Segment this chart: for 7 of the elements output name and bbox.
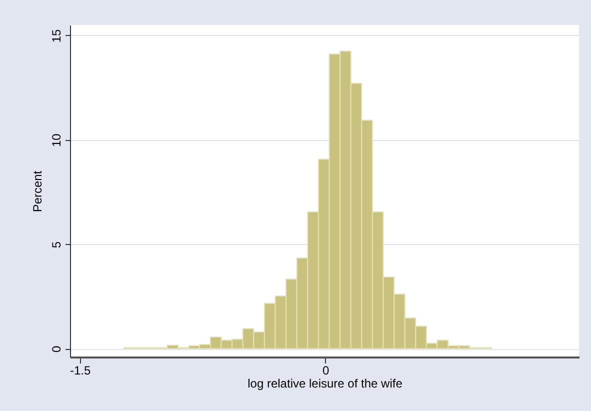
y-tick-label: 5	[50, 241, 64, 248]
y-tick-label: 15	[50, 28, 64, 43]
y-tick-label: 10	[50, 133, 64, 148]
y-axis-title: Percent	[30, 170, 44, 212]
y-tick-label: 0	[50, 345, 64, 352]
x-axis-title: log relative leisure of the wife	[248, 376, 403, 390]
x-tick-label: -1.5	[70, 364, 91, 378]
